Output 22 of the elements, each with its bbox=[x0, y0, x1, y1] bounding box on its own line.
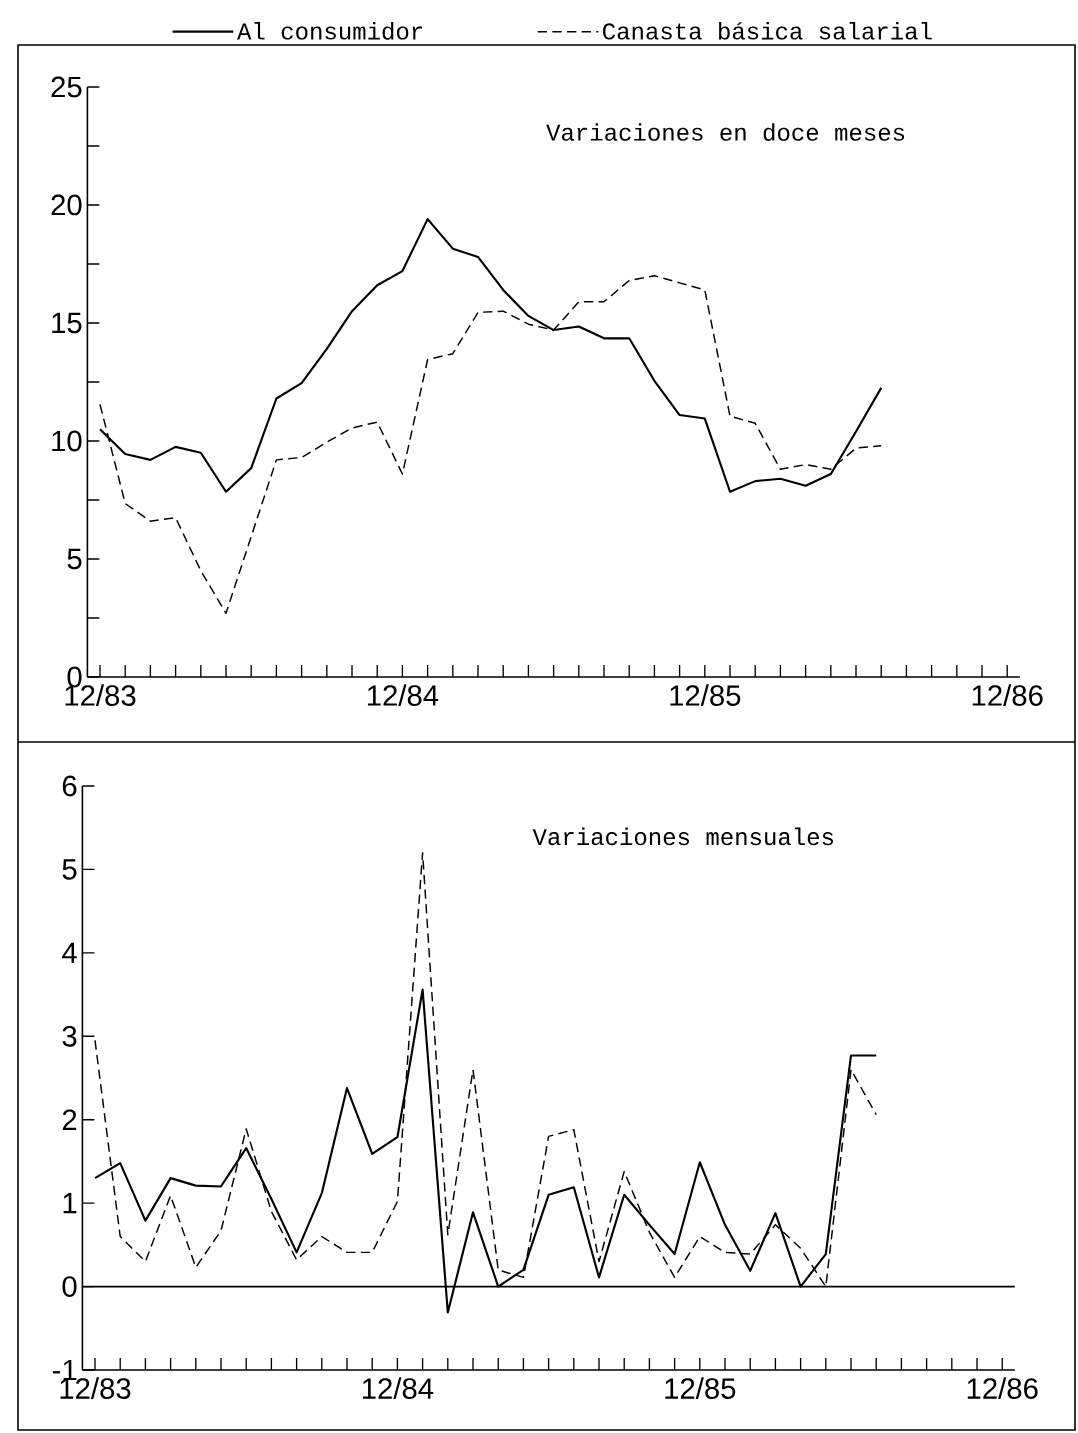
y-tick-label: 4 bbox=[62, 942, 77, 963]
y-tick-label: 0 bbox=[62, 1276, 77, 1297]
y-tick-label: 3 bbox=[62, 1025, 77, 1047]
y-tick-label: 6 bbox=[62, 775, 77, 797]
legend-label: Al consumidor bbox=[237, 21, 423, 40]
y-tick-label: 25 bbox=[51, 76, 82, 98]
y-tick-label: 5 bbox=[62, 859, 77, 880]
y-tick-label: 1 bbox=[63, 1193, 77, 1214]
text: Variaciones en doce meses bbox=[546, 123, 905, 141]
x-tick-label: 12/85 bbox=[670, 684, 741, 706]
text: Variaciones mensuales bbox=[532, 827, 834, 846]
y-tick-label: 5 bbox=[67, 548, 82, 570]
x-tick-label: 12/85 bbox=[665, 1377, 736, 1399]
legend-label: Canasta básica salarial bbox=[603, 21, 932, 40]
x-tick-label: 12/86 bbox=[967, 1377, 1038, 1399]
y-tick-label: 10 bbox=[52, 430, 82, 452]
y-tick-label: 2 bbox=[62, 1109, 77, 1130]
x-tick-label: 12/86 bbox=[972, 684, 1043, 706]
y-tick-label: 15 bbox=[52, 312, 82, 334]
x-tick-label: 12/84 bbox=[362, 1377, 434, 1399]
y-tick-label: 20 bbox=[51, 194, 82, 216]
x-tick-label: 12/84 bbox=[367, 684, 439, 706]
